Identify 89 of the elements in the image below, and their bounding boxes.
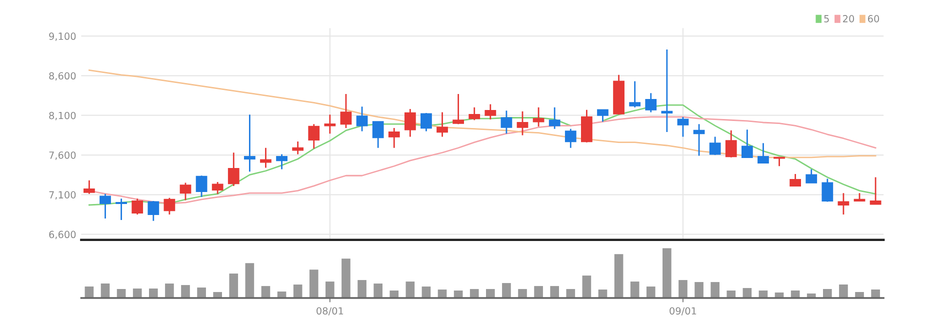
candlestick bbox=[196, 174, 208, 198]
candlestick bbox=[116, 198, 127, 221]
x-tick-label: 09/01 bbox=[670, 307, 696, 316]
y-tick-label: 7,100 bbox=[49, 191, 76, 200]
bar bbox=[839, 284, 848, 298]
candlestick bbox=[661, 48, 673, 133]
legend-label: 60 bbox=[868, 15, 880, 22]
candlestick bbox=[838, 192, 850, 216]
candlestick bbox=[516, 110, 528, 136]
bar bbox=[710, 282, 720, 298]
bar bbox=[326, 282, 334, 298]
bar bbox=[614, 254, 624, 298]
candlestick bbox=[356, 106, 368, 132]
candlestick bbox=[645, 92, 657, 113]
bar bbox=[582, 276, 592, 298]
bar bbox=[823, 289, 832, 298]
candlestick bbox=[741, 128, 753, 158]
y-tick-label: 7,600 bbox=[49, 151, 76, 160]
candlestick bbox=[548, 106, 560, 130]
bar bbox=[534, 286, 543, 298]
bar bbox=[132, 288, 142, 298]
candlestick bbox=[260, 147, 272, 168]
candlestick bbox=[212, 181, 224, 195]
candlestick bbox=[870, 176, 882, 205]
bar bbox=[550, 286, 560, 298]
bar bbox=[470, 289, 479, 298]
candlestick bbox=[790, 173, 802, 187]
candlestick bbox=[500, 110, 512, 134]
bar bbox=[100, 284, 110, 298]
y-tick-label: 9,100 bbox=[49, 32, 76, 41]
candlestick bbox=[388, 127, 400, 149]
candlestick bbox=[693, 123, 705, 156]
bar bbox=[871, 290, 880, 298]
bar bbox=[245, 263, 254, 298]
y-tick-label: 8,600 bbox=[49, 72, 76, 81]
x-tick-label: 08/01 bbox=[316, 307, 344, 316]
candlestick bbox=[308, 123, 320, 150]
bar bbox=[181, 285, 190, 298]
bar bbox=[197, 288, 206, 298]
bar bbox=[662, 248, 672, 298]
candlestick bbox=[100, 193, 111, 220]
bar bbox=[566, 289, 576, 298]
bar bbox=[646, 286, 656, 298]
bar bbox=[148, 288, 158, 298]
candlestick bbox=[292, 140, 304, 155]
bar bbox=[229, 274, 238, 298]
bar bbox=[694, 282, 704, 298]
bar bbox=[678, 280, 688, 298]
candlestick bbox=[452, 93, 464, 125]
candlestick bbox=[564, 128, 576, 149]
candlestick bbox=[709, 136, 721, 156]
legend-label: 20 bbox=[843, 15, 854, 22]
candlestick bbox=[468, 106, 480, 121]
candlestick bbox=[420, 112, 432, 132]
candlestick bbox=[244, 114, 256, 172]
bar bbox=[630, 282, 640, 298]
candlestick bbox=[822, 178, 834, 202]
candlestick bbox=[436, 112, 448, 138]
candlestick bbox=[340, 93, 352, 129]
candlestick bbox=[164, 197, 176, 216]
candlestick bbox=[132, 198, 144, 216]
y-tick-label: 8,100 bbox=[49, 112, 76, 120]
legend-label: 5 bbox=[824, 15, 829, 22]
candlestick bbox=[677, 116, 689, 138]
bar bbox=[309, 270, 318, 298]
candlestick bbox=[228, 152, 240, 187]
candlestick bbox=[404, 108, 416, 138]
candlestick bbox=[324, 114, 336, 134]
candlestick bbox=[372, 121, 384, 149]
bar bbox=[342, 258, 350, 298]
candlestick bbox=[180, 182, 192, 201]
candlestick bbox=[725, 130, 737, 158]
bar bbox=[406, 282, 415, 298]
candlestick bbox=[84, 180, 95, 195]
candlestick bbox=[484, 104, 496, 120]
candlestick bbox=[629, 80, 641, 108]
bar bbox=[502, 283, 511, 298]
candlestick bbox=[597, 109, 608, 122]
bar bbox=[374, 284, 382, 298]
candlestick bbox=[532, 106, 544, 128]
candlestick bbox=[148, 200, 160, 222]
candlestick bbox=[758, 142, 769, 164]
y-tick-label: 6,600 bbox=[49, 230, 76, 240]
bar bbox=[165, 284, 174, 298]
bar bbox=[518, 289, 527, 298]
candlestick bbox=[806, 168, 818, 184]
bar bbox=[486, 289, 495, 298]
bar bbox=[358, 280, 366, 298]
candlestick bbox=[276, 154, 288, 170]
